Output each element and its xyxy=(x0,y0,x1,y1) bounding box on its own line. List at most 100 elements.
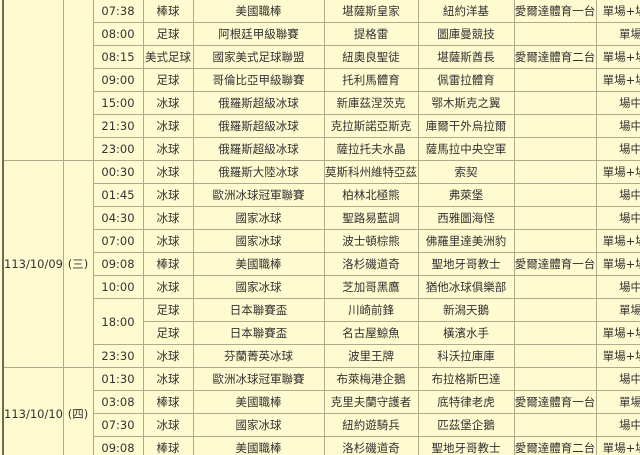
table-row: 03:08 棒球 美國職棒 克里夫蘭守護者 底特律老虎 愛爾達體育一台 單場 xyxy=(3,390,640,414)
sport-cell: 足球 xyxy=(142,68,194,92)
bet-type-cell: 單場 xyxy=(595,298,640,322)
away-team-cell: 匹茲堡企鵝 xyxy=(417,413,515,437)
bet-type-cell: 場中 xyxy=(595,413,640,437)
league-cell: 俄羅斯大陸冰球 xyxy=(192,160,325,184)
bet-type-cell: 單場+場中 xyxy=(595,160,640,184)
channel-cell xyxy=(513,367,597,391)
date-cell xyxy=(2,0,64,161)
bet-type-cell: 單場+場中 xyxy=(595,45,640,69)
sport-cell: 棒球 xyxy=(142,436,194,455)
channel-cell xyxy=(513,160,597,184)
time-cell: 23:30 xyxy=(92,344,144,368)
table-row: 10:00 冰球 國家冰球 芝加哥黑鷹 猶他冰球俱樂部 場中 xyxy=(3,275,640,299)
away-team-cell: 弗萊堡 xyxy=(417,183,515,207)
time-cell: 23:00 xyxy=(92,137,144,161)
sport-cell: 冰球 xyxy=(142,367,194,391)
home-team-cell: 波里王牌 xyxy=(323,344,419,368)
bet-type-cell: 單場+場中 xyxy=(595,68,640,92)
away-team-cell: 鄂木斯克之翼 xyxy=(417,91,515,115)
league-cell: 美國職棒 xyxy=(192,252,325,276)
home-team-cell: 提格雷 xyxy=(323,22,419,46)
away-team-cell: 新潟天鵝 xyxy=(417,298,515,322)
time-cell: 07:38 xyxy=(92,0,144,23)
time-cell: 18:00 xyxy=(92,298,144,345)
channel-cell xyxy=(513,91,597,115)
home-team-cell: 莫斯科州維特亞茲 xyxy=(323,160,419,184)
away-team-cell: 橫濱水手 xyxy=(417,321,515,345)
bet-type-cell: 場中 xyxy=(595,137,640,161)
league-cell: 美國職棒 xyxy=(192,390,325,414)
league-cell: 歐洲冰球冠軍聯賽 xyxy=(192,183,325,207)
away-team-cell: 聖地牙哥教士 xyxy=(417,252,515,276)
bet-type-cell: 單場+場中 xyxy=(595,436,640,455)
away-team-cell: 索契 xyxy=(417,160,515,184)
sport-cell: 冰球 xyxy=(142,183,194,207)
league-cell: 俄羅斯超級冰球 xyxy=(192,91,325,115)
league-cell: 國家冰球 xyxy=(192,413,325,437)
away-team-cell: 紐約洋基 xyxy=(417,0,515,23)
home-team-cell: 波士頓棕熊 xyxy=(323,229,419,253)
home-team-cell: 紐奧良聖徒 xyxy=(323,45,419,69)
away-team-cell: 佩雷拉體育 xyxy=(417,68,515,92)
sport-cell: 足球 xyxy=(142,321,194,345)
channel-cell xyxy=(513,229,597,253)
away-team-cell: 圖庫曼競技 xyxy=(417,22,515,46)
weekday-cell: (四) xyxy=(62,367,94,455)
channel-cell xyxy=(513,298,597,322)
table-row: 08:00 足球 阿根廷甲級聯賽 提格雷 圖庫曼競技 單場 xyxy=(3,22,640,46)
channel-cell: 愛爾達體育二台 xyxy=(513,45,597,69)
bet-type-cell: 單場 xyxy=(595,390,640,414)
home-team-cell: 布萊梅港企鵝 xyxy=(323,367,419,391)
channel-cell xyxy=(513,137,597,161)
sport-cell: 冰球 xyxy=(142,344,194,368)
home-team-cell: 托利馬體育 xyxy=(323,68,419,92)
sport-cell: 冰球 xyxy=(142,229,194,253)
channel-cell: 愛爾達體育一台 xyxy=(513,390,597,414)
home-team-cell: 克拉斯諾亞斯克 xyxy=(323,114,419,138)
sport-cell: 冰球 xyxy=(142,160,194,184)
sport-cell: 冰球 xyxy=(142,114,194,138)
league-cell: 日本聯賽盃 xyxy=(192,321,325,345)
time-cell: 09:08 xyxy=(92,436,144,455)
bet-type-cell: 單場+場中 xyxy=(595,0,640,23)
league-cell: 歐洲冰球冠軍聯賽 xyxy=(192,367,325,391)
home-team-cell: 聖路易藍調 xyxy=(323,206,419,230)
bet-type-cell: 單場 xyxy=(595,22,640,46)
weekday-cell: (三) xyxy=(62,160,94,368)
league-cell: 俄羅斯超級冰球 xyxy=(192,114,325,138)
time-cell: 09:00 xyxy=(92,68,144,92)
channel-cell: 愛爾達體育一台 xyxy=(513,0,597,23)
sport-cell: 冰球 xyxy=(142,137,194,161)
table-row: 18:00 足球 日本聯賽盃 川崎前鋒 新潟天鵝 單場 xyxy=(3,298,640,345)
channel-cell xyxy=(513,413,597,437)
time-cell: 04:30 xyxy=(92,206,144,230)
date-cell: 113/10/09 xyxy=(2,160,64,368)
away-team-cell: 聖地牙哥教士 xyxy=(417,436,515,455)
sport-cell: 冰球 xyxy=(142,413,194,437)
time-cell: 21:30 xyxy=(92,114,144,138)
home-team-cell: 芝加哥黑鷹 xyxy=(323,275,419,299)
sport-cell: 足球 xyxy=(142,22,194,46)
league-cell: 哥倫比亞甲級聯賽 xyxy=(192,68,325,92)
bet-type-cell: 場中 xyxy=(595,206,640,230)
table-row: 21:30 冰球 俄羅斯超級冰球 克拉斯諾亞斯克 庫爾干外烏拉爾 場中 xyxy=(3,114,640,138)
league-cell: 美國職棒 xyxy=(192,0,325,23)
time-cell: 08:15 xyxy=(92,45,144,69)
time-cell: 07:30 xyxy=(92,413,144,437)
home-team-cell: 洛杉磯道奇 xyxy=(323,436,419,455)
time-cell: 10:00 xyxy=(92,275,144,299)
table-row: 01:45 冰球 歐洲冰球冠軍聯賽 柏林北極熊 弗萊堡 場中 xyxy=(3,183,640,207)
table-row: 113/10/10 (四) 01:30 冰球 歐洲冰球冠軍聯賽 布萊梅港企鵝 布拉格斯巴達場… xyxy=(2,367,640,455)
channel-cell: 愛爾達體育一台 xyxy=(513,252,597,276)
time-cell: 01:30 xyxy=(92,367,144,391)
away-team-cell: 庫爾干外烏拉爾 xyxy=(417,114,515,138)
home-team-cell: 名古屋鯨魚 xyxy=(323,321,419,345)
